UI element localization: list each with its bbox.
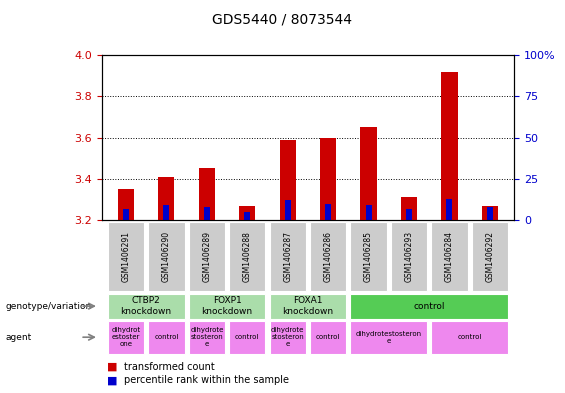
FancyBboxPatch shape: [229, 321, 266, 354]
FancyBboxPatch shape: [148, 222, 185, 291]
FancyBboxPatch shape: [189, 321, 225, 354]
FancyBboxPatch shape: [270, 294, 346, 319]
Bar: [325, 204, 331, 220]
Bar: [285, 200, 291, 220]
Text: control: control: [316, 334, 340, 340]
Bar: [199, 169, 215, 220]
FancyBboxPatch shape: [350, 222, 387, 291]
Bar: [366, 205, 372, 220]
Text: dihydrote
stosteron
e: dihydrote stosteron e: [271, 327, 305, 347]
Bar: [441, 72, 458, 220]
Bar: [163, 205, 170, 220]
FancyBboxPatch shape: [108, 321, 144, 354]
FancyBboxPatch shape: [148, 321, 185, 354]
FancyBboxPatch shape: [310, 321, 346, 354]
FancyBboxPatch shape: [431, 222, 468, 291]
Bar: [401, 197, 417, 220]
Text: control: control: [235, 334, 259, 340]
Bar: [406, 209, 412, 220]
Text: GSM1406288: GSM1406288: [243, 231, 252, 282]
Text: CTBP2
knockdown: CTBP2 knockdown: [120, 296, 172, 316]
Text: GSM1406284: GSM1406284: [445, 231, 454, 282]
Bar: [487, 207, 493, 220]
Text: GSM1406290: GSM1406290: [162, 231, 171, 282]
Bar: [204, 207, 210, 220]
FancyBboxPatch shape: [431, 321, 508, 354]
Bar: [446, 198, 453, 220]
Text: GSM1406287: GSM1406287: [283, 231, 292, 282]
Bar: [360, 127, 377, 220]
Text: GSM1406291: GSM1406291: [121, 231, 131, 282]
Text: control: control: [414, 302, 445, 310]
Text: GSM1406292: GSM1406292: [485, 231, 494, 282]
Text: dihydrot
estoster
one: dihydrot estoster one: [111, 327, 141, 347]
FancyBboxPatch shape: [472, 222, 508, 291]
Text: FOXP1
knockdown: FOXP1 knockdown: [202, 296, 253, 316]
FancyBboxPatch shape: [350, 321, 427, 354]
Text: percentile rank within the sample: percentile rank within the sample: [124, 375, 289, 386]
FancyBboxPatch shape: [310, 222, 346, 291]
FancyBboxPatch shape: [189, 294, 266, 319]
FancyBboxPatch shape: [108, 294, 185, 319]
Bar: [123, 209, 129, 220]
Bar: [244, 212, 250, 220]
Text: transformed count: transformed count: [124, 362, 215, 372]
Text: GSM1406285: GSM1406285: [364, 231, 373, 282]
Text: GSM1406289: GSM1406289: [202, 231, 211, 282]
Text: genotype/variation: genotype/variation: [6, 302, 92, 310]
Text: dihydrotestosteron
e: dihydrotestosteron e: [356, 331, 422, 344]
Text: dihydrote
stosteron
e: dihydrote stosteron e: [190, 327, 224, 347]
Text: ■: ■: [107, 362, 118, 372]
FancyBboxPatch shape: [229, 222, 266, 291]
Bar: [158, 177, 175, 220]
Bar: [239, 206, 255, 220]
FancyBboxPatch shape: [189, 222, 225, 291]
Bar: [280, 140, 296, 220]
FancyBboxPatch shape: [391, 222, 427, 291]
Text: GDS5440 / 8073544: GDS5440 / 8073544: [212, 13, 353, 27]
Text: control: control: [458, 334, 482, 340]
Text: FOXA1
knockdown: FOXA1 knockdown: [282, 296, 333, 316]
Bar: [482, 206, 498, 220]
FancyBboxPatch shape: [108, 222, 144, 291]
Text: control: control: [154, 334, 179, 340]
Text: GSM1406293: GSM1406293: [405, 231, 414, 282]
Text: GSM1406286: GSM1406286: [324, 231, 333, 282]
Text: agent: agent: [6, 333, 32, 342]
FancyBboxPatch shape: [270, 222, 306, 291]
FancyBboxPatch shape: [270, 321, 306, 354]
Text: ■: ■: [107, 375, 118, 386]
FancyBboxPatch shape: [350, 294, 508, 319]
Bar: [118, 189, 134, 220]
Bar: [320, 138, 336, 220]
